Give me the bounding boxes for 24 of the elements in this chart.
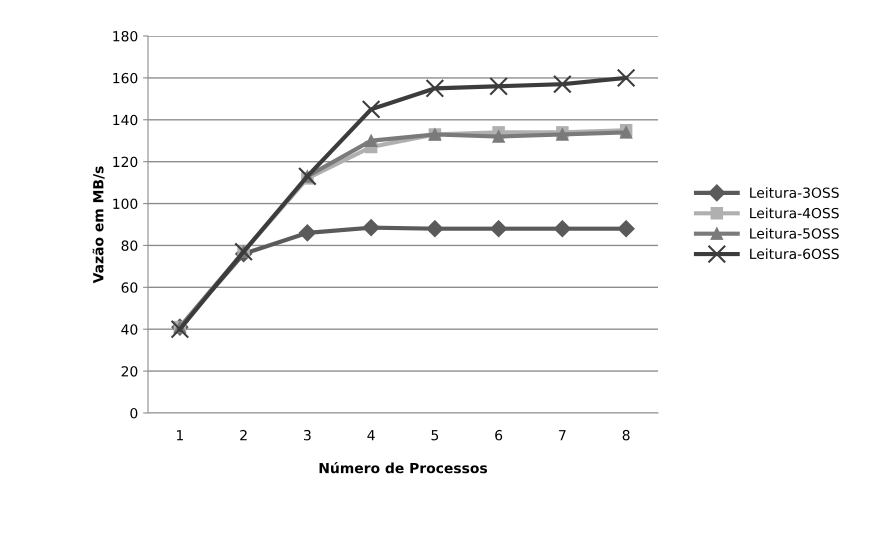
- y-tick-label: 160: [113, 72, 138, 84]
- x-tick-label: 3: [304, 430, 311, 440]
- legend-label: Leitura-5OSS: [750, 228, 839, 239]
- legend-label: Leitura-4OSS: [750, 208, 839, 218]
- y-tick-label: 20: [122, 366, 138, 377]
- y-axis-title: Vazão em MB/s: [92, 166, 105, 284]
- x-tick-label: 2: [240, 430, 247, 440]
- x-tick-label: 4: [367, 430, 375, 440]
- y-tick-label: 40: [121, 324, 138, 335]
- x-tick-label: 8: [622, 430, 630, 440]
- x-tick-label: 7: [559, 430, 566, 440]
- y-tick-label: 80: [122, 240, 138, 251]
- x-tick-label: 6: [495, 430, 502, 440]
- y-tick-label: 60: [122, 282, 138, 293]
- y-tick-label: 120: [113, 156, 138, 168]
- x-tick-label: 5: [432, 430, 438, 440]
- legend-label: Leitura-6OSS: [750, 248, 839, 260]
- x-tick-label: 1: [176, 430, 184, 440]
- legend-label: Leitura-3OSS: [750, 187, 839, 198]
- y-tick-label: 180: [113, 30, 138, 42]
- y-tick-label: 0: [130, 408, 138, 418]
- y-tick-label: 100: [113, 198, 138, 210]
- y-tick-label: 140: [113, 114, 138, 126]
- x-axis-title: Número de Processos: [320, 462, 488, 474]
